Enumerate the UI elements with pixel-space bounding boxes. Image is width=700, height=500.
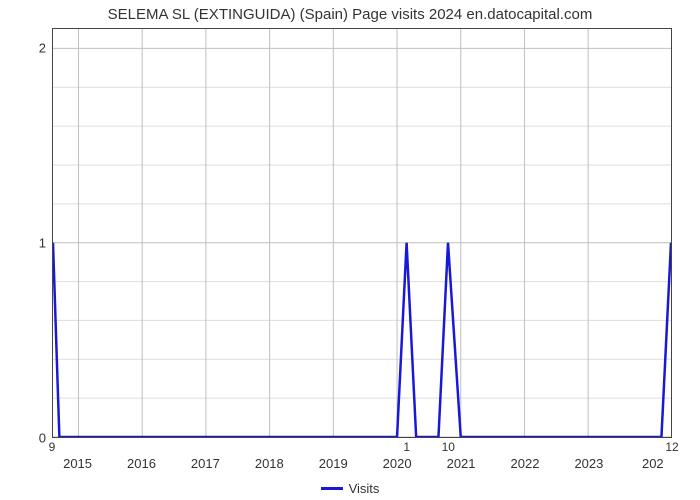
plot-svg: [53, 29, 671, 437]
data-point-label: 9: [49, 440, 56, 454]
x-tick-label: 2017: [191, 456, 220, 471]
x-tick-label: 202: [642, 456, 664, 471]
data-point-label: 12: [665, 440, 678, 454]
data-point-label: 1: [403, 440, 410, 454]
data-point-label: 10: [442, 440, 455, 454]
x-tick-label: 2023: [574, 456, 603, 471]
y-tick-label: 0: [6, 431, 46, 446]
y-tick-label: 2: [6, 40, 46, 55]
x-tick-label: 2022: [511, 456, 540, 471]
chart-title: SELEMA SL (EXTINGUIDA) (Spain) Page visi…: [0, 6, 700, 23]
plot-area: [52, 28, 672, 438]
chart-container: SELEMA SL (EXTINGUIDA) (Spain) Page visi…: [0, 0, 700, 500]
legend-swatch: [321, 487, 343, 490]
legend: Visits: [0, 480, 700, 496]
y-tick-label: 1: [6, 235, 46, 250]
legend-label: Visits: [349, 481, 380, 496]
x-tick-label: 2018: [255, 456, 284, 471]
x-tick-label: 2021: [447, 456, 476, 471]
x-tick-label: 2019: [319, 456, 348, 471]
x-tick-label: 2015: [63, 456, 92, 471]
x-tick-label: 2016: [127, 456, 156, 471]
x-tick-label: 2020: [383, 456, 412, 471]
